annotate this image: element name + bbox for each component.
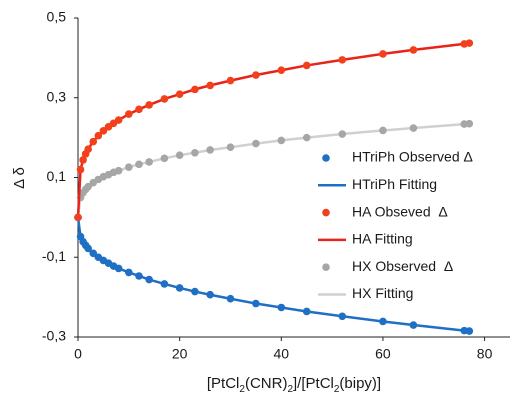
y-tick-label: -0,3 bbox=[42, 328, 66, 344]
label-part: ]/[PtCl bbox=[293, 375, 334, 392]
data-point bbox=[409, 321, 418, 329]
data-point bbox=[338, 312, 347, 321]
legend-label: HX Observed Δ bbox=[352, 258, 453, 274]
data-point bbox=[302, 307, 311, 316]
data-point bbox=[302, 133, 311, 142]
legend-marker bbox=[322, 154, 330, 162]
legend-marker bbox=[322, 263, 330, 272]
data-point bbox=[84, 145, 92, 153]
data-point bbox=[84, 182, 92, 191]
x-tick-label: 20 bbox=[172, 346, 188, 362]
subscript: 2 bbox=[287, 384, 293, 395]
data-point bbox=[135, 105, 143, 114]
data-point bbox=[160, 95, 169, 103]
data-point bbox=[277, 66, 286, 75]
data-point bbox=[206, 290, 214, 299]
data-point bbox=[84, 244, 92, 253]
data-point bbox=[145, 158, 153, 166]
data-point bbox=[89, 137, 98, 146]
x-tick-label: 0 bbox=[74, 346, 82, 362]
legend-label: HTriPh Observed Δ bbox=[352, 149, 473, 165]
legend-label: HTriPh Fitting bbox=[352, 176, 437, 192]
data-point bbox=[226, 76, 235, 85]
data-point bbox=[465, 119, 474, 128]
data-point bbox=[409, 46, 418, 54]
data-point bbox=[252, 71, 260, 79]
label-part: (bipy)] bbox=[339, 375, 381, 392]
data-point bbox=[409, 124, 418, 132]
data-point bbox=[252, 299, 260, 308]
x-axis-title: [PtCl2(CNR)2]/[PtCl2(bipy)] bbox=[207, 375, 381, 395]
x-tick-label: 40 bbox=[274, 346, 290, 362]
data-point bbox=[175, 284, 184, 292]
data-point bbox=[135, 272, 143, 280]
subscript: 2 bbox=[239, 384, 245, 395]
data-point bbox=[226, 294, 235, 303]
data-point bbox=[175, 151, 184, 159]
data-point bbox=[191, 85, 199, 94]
data-point bbox=[277, 136, 286, 145]
label-part: (CNR) bbox=[245, 375, 288, 392]
data-point bbox=[191, 148, 199, 157]
data-point bbox=[206, 146, 214, 154]
data-point bbox=[114, 264, 123, 273]
data-point bbox=[114, 166, 123, 175]
subscript: 2 bbox=[334, 384, 340, 395]
data-point bbox=[160, 154, 169, 163]
data-point bbox=[160, 280, 169, 288]
data-point bbox=[114, 116, 123, 124]
data-point bbox=[379, 126, 387, 135]
data-point bbox=[252, 139, 260, 148]
data-point bbox=[226, 143, 235, 151]
data-point bbox=[125, 163, 133, 171]
data-point bbox=[379, 50, 387, 58]
label-part: [PtCl bbox=[207, 375, 240, 392]
data-point bbox=[145, 101, 153, 109]
y-tick-label: -0,1 bbox=[42, 248, 66, 264]
data-point bbox=[74, 213, 82, 222]
x-tick-label: 80 bbox=[477, 346, 493, 362]
y-tick-label: 0,3 bbox=[47, 88, 67, 104]
data-point bbox=[145, 275, 153, 284]
legend-label: HA Fitting bbox=[352, 231, 413, 247]
legend-marker bbox=[322, 208, 330, 217]
data-point bbox=[135, 160, 143, 169]
data-point bbox=[125, 110, 133, 118]
legend-label: HX Fitting bbox=[352, 285, 413, 301]
data-point bbox=[277, 303, 286, 312]
data-point bbox=[302, 61, 311, 70]
data-point bbox=[76, 165, 85, 174]
data-point bbox=[206, 81, 214, 90]
data-point bbox=[99, 127, 108, 135]
data-point bbox=[465, 39, 474, 47]
y-tick-label: 0,5 bbox=[47, 9, 67, 25]
data-point bbox=[94, 131, 103, 140]
x-tick-label: 60 bbox=[375, 346, 391, 362]
data-point bbox=[379, 317, 387, 326]
y-tick-label: 0,1 bbox=[47, 168, 67, 184]
data-point bbox=[465, 327, 474, 335]
legend-label: HA Obseved Δ bbox=[352, 203, 448, 219]
data-point bbox=[79, 156, 87, 164]
data-point bbox=[191, 287, 199, 296]
y-axis-title: Δ δ bbox=[11, 167, 28, 189]
data-point bbox=[338, 56, 347, 64]
data-point bbox=[125, 268, 133, 277]
data-point bbox=[338, 130, 347, 138]
data-point bbox=[175, 90, 184, 98]
data-point bbox=[89, 249, 98, 258]
